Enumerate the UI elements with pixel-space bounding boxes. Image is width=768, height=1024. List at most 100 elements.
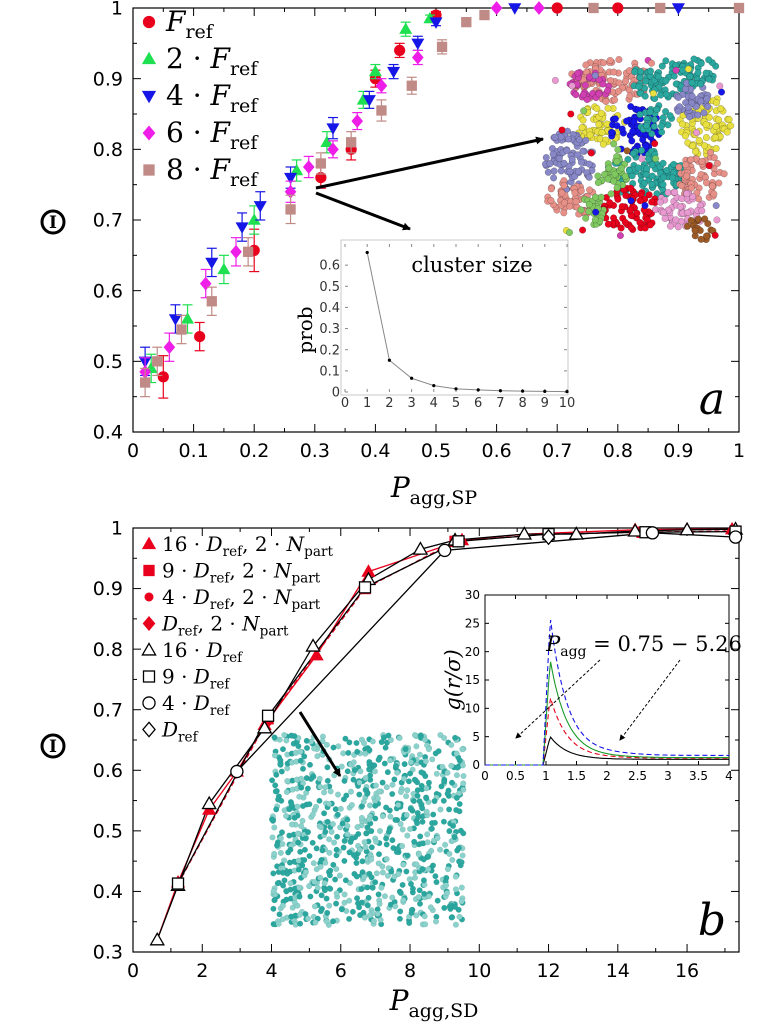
- particle: [326, 885, 333, 892]
- particle: [452, 921, 459, 928]
- data-point: [452, 535, 465, 548]
- sphere: [542, 154, 550, 162]
- x-tick-label: 2: [196, 960, 208, 982]
- particle: [309, 811, 316, 818]
- sphere: [639, 136, 647, 144]
- sphere: [560, 209, 568, 217]
- particle: [324, 909, 331, 916]
- x-tick-label: 0.5: [506, 769, 525, 783]
- particle: [306, 853, 313, 860]
- sphere: [702, 133, 710, 142]
- particle: [420, 856, 427, 863]
- particle: [458, 898, 465, 905]
- sphere: [607, 190, 615, 198]
- sphere: [557, 133, 565, 141]
- particle: [300, 803, 307, 810]
- data-point: [230, 764, 244, 779]
- particle: [291, 733, 298, 740]
- sphere: [715, 179, 723, 187]
- particle: [401, 761, 408, 768]
- particle: [452, 873, 459, 880]
- sphere: [565, 228, 574, 237]
- particle: [453, 807, 460, 814]
- sphere: [695, 136, 703, 144]
- data-point: [206, 296, 217, 307]
- sphere: [648, 180, 656, 188]
- x-tick-label: 3.5: [689, 769, 708, 783]
- sphere: [617, 164, 626, 172]
- cluster-snapshot-image: [541, 55, 735, 244]
- data-point: [139, 377, 151, 388]
- particle: [369, 884, 376, 891]
- particle: [327, 788, 334, 795]
- particle: [361, 914, 368, 921]
- sphere: [633, 209, 641, 217]
- sphere: [546, 160, 554, 168]
- particle: [411, 776, 418, 783]
- particle: [340, 750, 347, 757]
- series-a-2: [138, 3, 685, 377]
- x-tick-label: 0.7: [542, 440, 572, 462]
- x-tick-label: 10: [467, 960, 491, 982]
- sphere: [687, 156, 695, 164]
- particle: [397, 890, 404, 897]
- sphere: [675, 163, 683, 171]
- particle: [392, 903, 399, 910]
- y-axis-label-a: I: [40, 209, 66, 235]
- particle: [301, 753, 308, 760]
- legend-item-b-0: 16 · Dref, 2 · Npart: [141, 532, 333, 560]
- data-point: [568, 526, 584, 540]
- data-point: [376, 105, 387, 116]
- particle: [270, 905, 277, 912]
- particle: [408, 909, 415, 916]
- particle: [338, 906, 345, 913]
- data-point: [285, 204, 296, 215]
- particle: [350, 776, 357, 783]
- particle: [351, 767, 358, 774]
- data-point: [588, 2, 599, 14]
- y-tick-label: 5: [472, 730, 480, 744]
- sphere: [702, 69, 710, 77]
- particle: [341, 837, 348, 844]
- series-b-6: [230, 526, 743, 779]
- legend-item-b-3: Dref, 2 · Npart: [142, 612, 289, 640]
- x-tick-label: 2: [385, 396, 393, 411]
- inset-point: [521, 389, 525, 393]
- particle: [358, 886, 365, 893]
- data-point: [399, 22, 413, 34]
- sphere: [646, 221, 654, 229]
- particle: [344, 831, 351, 838]
- sphere: [689, 142, 697, 150]
- particle: [451, 834, 458, 841]
- sphere: [585, 173, 593, 181]
- particle: [407, 805, 414, 812]
- x-tick-label: 0.4: [360, 440, 390, 462]
- sphere: [613, 184, 621, 192]
- sphere: [692, 103, 700, 111]
- particle: [414, 792, 421, 799]
- particle: [345, 749, 352, 756]
- data-point: [247, 213, 261, 225]
- sphere: [547, 196, 555, 205]
- particle: [397, 908, 404, 915]
- x-tick-label: 1: [733, 440, 745, 462]
- data-point: [612, 2, 624, 14]
- particle: [416, 887, 423, 894]
- sphere: [613, 122, 621, 130]
- particle: [304, 745, 311, 752]
- particle: [353, 873, 360, 880]
- particle: [408, 759, 415, 766]
- particle: [279, 916, 286, 923]
- particle: [349, 908, 356, 915]
- sphere: [650, 122, 658, 131]
- sphere: [621, 218, 629, 226]
- legend-item-b-4: 16 · Dref: [141, 638, 243, 666]
- particle: [402, 746, 409, 753]
- particle: [460, 786, 467, 793]
- sphere: [601, 170, 609, 178]
- particle: [301, 857, 308, 864]
- sphere: [672, 66, 680, 74]
- particle: [275, 920, 282, 927]
- sphere: [579, 91, 588, 99]
- sphere: [674, 223, 682, 231]
